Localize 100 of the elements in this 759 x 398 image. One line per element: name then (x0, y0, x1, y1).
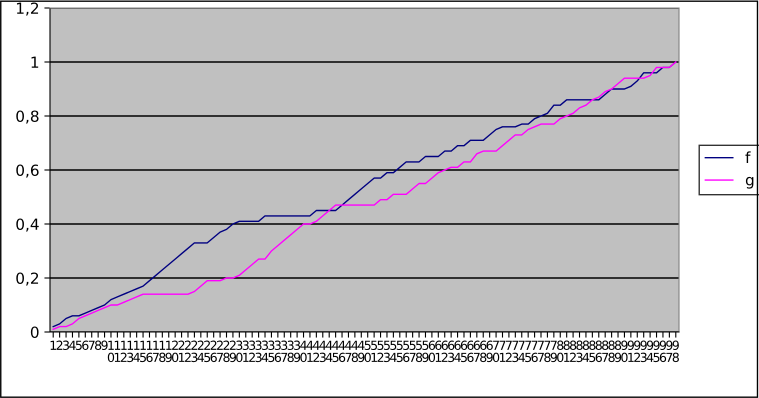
x-tick-label: 77 (538, 340, 544, 362)
x-tick-label: 25 (204, 340, 210, 362)
x-tick-label: 32 (249, 340, 256, 362)
x-tick-label: 28 (223, 340, 230, 362)
x-tick-label: 11 (114, 340, 120, 362)
y-tick-label: 0 (30, 326, 39, 338)
x-tick-label: 6 (82, 340, 88, 350)
x-tick-label: 13 (127, 340, 134, 362)
x-tick-label: 55 (396, 340, 403, 362)
x-tick-label: 48 (352, 340, 358, 362)
x-tick-label: 42 (312, 340, 320, 362)
x-tick-label: 90 (621, 340, 628, 362)
x-tick-label: 91 (628, 340, 634, 362)
x-tick-label: 79 (550, 340, 557, 362)
x-tick-label: 70 (492, 340, 500, 362)
x-tick-label: 76 (531, 340, 538, 362)
legend-label: g (746, 176, 754, 189)
x-tick-label: 31 (242, 340, 249, 362)
x-tick-label: 60 (428, 340, 436, 362)
x-tick-label: 53 (384, 340, 390, 362)
x-tick-label: 54 (390, 340, 397, 362)
x-tick-label: 65 (460, 340, 468, 362)
x-tick-label: 21 (178, 340, 184, 362)
y-tick-label: 1,2 (16, 2, 38, 16)
x-tick-label: 82 (570, 340, 576, 362)
x-tick-label: 46 (338, 340, 346, 362)
x-tick-label: 59 (422, 340, 429, 362)
x-tick-label: 87 (602, 340, 608, 362)
x-tick-label: 50 (364, 340, 371, 362)
x-tick-label: 94 (646, 340, 654, 362)
x-tick-label: 41 (306, 340, 314, 362)
x-tick-label: 69 (486, 340, 493, 362)
x-tick-label: 3 4 (262, 340, 268, 362)
x-tick-label: 89 (614, 340, 622, 362)
x-tick-label: 61 (435, 340, 442, 362)
x-tick-label: 26 (210, 340, 217, 362)
x-tick-label: 2 (56, 340, 62, 350)
y-tick-label: 0,2 (16, 272, 38, 286)
x-tick-label: 20 (172, 340, 178, 362)
x-tick-label: 33 (256, 340, 262, 362)
x-tick-label: 72 (506, 340, 512, 362)
x-tick-label: 23 (191, 340, 198, 362)
x-tick-label: 1 2 (120, 340, 127, 362)
x-tick-label: 7 (88, 340, 95, 350)
x-tick-label: 85 (589, 340, 596, 362)
x-tick-label: 83 (576, 340, 583, 362)
x-tick-label: 36 (274, 340, 282, 362)
x-tick-label: 93 (640, 340, 647, 362)
x-tick-label: 37 (281, 340, 288, 362)
x-tick-label: 66 (467, 340, 474, 362)
x-tick-label: 96 (660, 340, 666, 362)
x-tick-label: 52 (377, 340, 384, 362)
x-tick-label: 40 (300, 340, 307, 362)
x-tick-label: 39 (294, 340, 300, 362)
y-tick-label: 1 (32, 56, 38, 68)
x-tick-label: 75 (525, 340, 532, 362)
x-tick-label: 57 (410, 340, 416, 362)
x-tick-label: 68 (480, 340, 486, 362)
x-tick-label: 44 (326, 340, 332, 362)
x-tick-label: 49 (358, 340, 365, 362)
y-tick-label: 0,4 (16, 218, 39, 232)
x-tick-label: 63 (448, 340, 454, 362)
x-tick-label: 97 (666, 340, 672, 362)
x-tick-label: 4 (69, 340, 76, 350)
x-tick-label: 18 (159, 340, 166, 362)
x-tick-label: 43 (319, 340, 326, 362)
x-tick-label: 24 (197, 340, 204, 362)
x-tick-label: 3 (63, 340, 70, 350)
x-tick-label: 19 (166, 340, 172, 362)
x-tick-label: 84 (582, 340, 590, 362)
x-tick-label: 92 (634, 340, 640, 362)
x-tick-label: 80 (557, 340, 564, 362)
x-tick-label: 58 (416, 340, 422, 362)
x-tick-label: 30 (236, 340, 242, 362)
x-tick-label: 10 (108, 340, 114, 362)
x-tick-label: 15 (140, 340, 146, 362)
x-tick-label: 47 (345, 340, 352, 362)
x-tick-label: 1 (50, 340, 56, 350)
x-tick-label: 16 (146, 340, 153, 362)
x-tick-label: 51 (371, 340, 378, 362)
x-tick-label: 62 (442, 340, 448, 362)
x-tick-label: 29 (230, 340, 236, 362)
x-tick-label: 14 (133, 340, 140, 362)
legend-label: f (745, 151, 751, 164)
x-tick-label: 64 (454, 340, 461, 362)
x-tick-label: 17 (152, 340, 159, 362)
x-tick-label: 5 (76, 340, 82, 350)
x-tick-label: 5 6 (403, 340, 410, 362)
x-tick-label: 74 (518, 340, 526, 362)
y-tick-label: 0,8 (16, 110, 39, 124)
x-tick-label: 95 (653, 340, 660, 362)
x-tick-label: 35 (268, 340, 274, 362)
x-tick-label: 67 (474, 340, 480, 362)
x-tick-label: 71 (500, 340, 506, 362)
x-tick-label: 22 (184, 340, 191, 362)
x-tick-label: 73 (512, 340, 518, 362)
x-tick-label: 38 (288, 340, 294, 362)
x-tick-label: 7 8 (544, 340, 551, 362)
x-tick-label: 81 (564, 340, 570, 362)
x-tick-label: 27 (217, 340, 223, 362)
